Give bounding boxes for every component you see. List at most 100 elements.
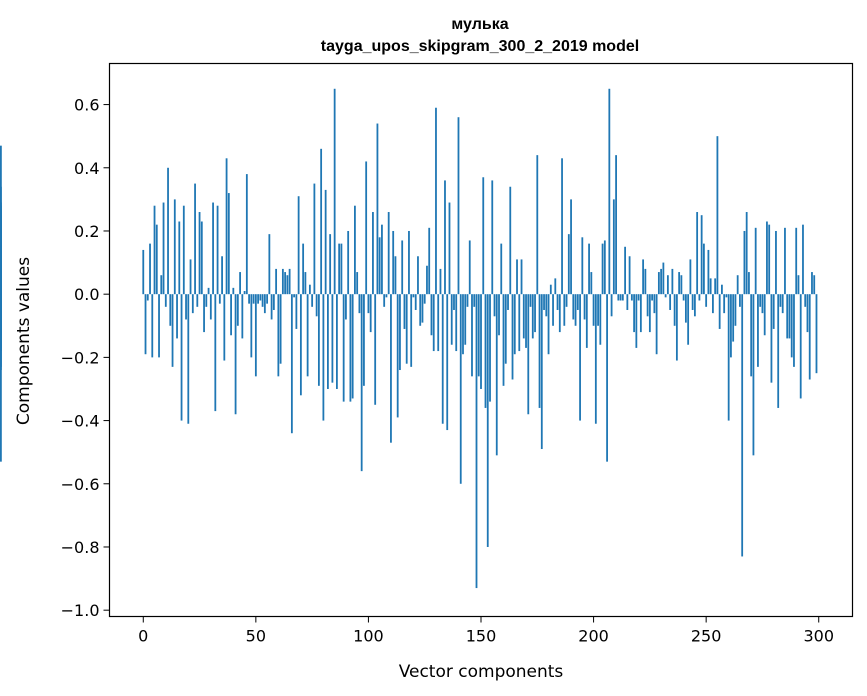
bar-12: [169, 294, 172, 326]
x-axis: 0 50 100 150 200 250 300: [138, 616, 834, 646]
x-axis-label: Vector components: [399, 662, 564, 682]
bar-215: [626, 294, 629, 310]
bar-32: [214, 294, 217, 412]
bar-240: [682, 294, 685, 301]
bar-152: [484, 294, 487, 408]
bar-55: [266, 294, 269, 304]
bar-278: [768, 224, 771, 295]
bar-287: [788, 294, 791, 339]
bar-155: [491, 180, 494, 295]
bar-148: [475, 294, 478, 589]
bar-188: [565, 294, 568, 307]
bar-85: [333, 88, 336, 295]
bar-281: [775, 230, 777, 295]
bar-82: [327, 294, 329, 389]
bar-277: [766, 221, 768, 295]
bar-49: [252, 294, 255, 304]
bar-270: [750, 294, 753, 377]
y-axis-label: Components values: [14, 257, 34, 425]
bar-40: [232, 287, 235, 295]
bar-30: [209, 294, 212, 320]
bar-243: [689, 259, 692, 295]
bar-245: [693, 294, 696, 317]
bar-178: [543, 294, 545, 310]
bar-267: [743, 230, 746, 295]
bar-47: [248, 294, 250, 304]
bar-106: [381, 224, 383, 295]
bar-203: [599, 294, 602, 345]
bar-154: [489, 294, 491, 402]
bar-253: [712, 294, 714, 314]
bar-105: [378, 237, 381, 295]
bar-2: [146, 294, 149, 301]
bar-110: [390, 294, 392, 443]
bar-170: [525, 294, 527, 348]
bar-273: [757, 294, 759, 367]
bar-43: [239, 272, 241, 295]
bar-180: [547, 294, 550, 355]
bar-126: [426, 265, 428, 295]
bar-41: [234, 294, 237, 415]
bar-72: [304, 272, 307, 295]
bar-81: [324, 189, 327, 295]
bar-194: [579, 294, 581, 421]
bar-87: [338, 243, 341, 295]
bar-272: [754, 227, 757, 295]
y-tick-label: 0.2: [74, 222, 99, 241]
bar-86: [336, 294, 338, 389]
bar-167: [518, 294, 521, 352]
bar-168: [520, 259, 523, 295]
bar-57: [270, 294, 273, 320]
bar-264: [736, 275, 739, 295]
bar-144: [466, 294, 469, 307]
bar-282: [777, 294, 780, 408]
bar-217: [630, 294, 633, 301]
bar-162: [507, 294, 509, 310]
bar-220: [637, 294, 640, 301]
y-tick-label: 0.6: [74, 96, 99, 115]
bar-238: [678, 272, 681, 295]
bar-74: [308, 284, 311, 295]
bar-157: [495, 294, 498, 456]
bar-153: [486, 294, 489, 547]
bar-4: [151, 294, 154, 358]
chart-subtitle: tayga_upos_skipgram_300_2_2019 model: [321, 38, 639, 55]
bar-173: [531, 294, 534, 339]
x-tick-label: 50: [246, 627, 266, 646]
bar-161: [504, 294, 507, 364]
bar-109: [387, 212, 390, 295]
bar-230: [660, 268, 663, 295]
bar-236: [673, 294, 676, 326]
bar-271: [752, 294, 755, 456]
bar-114: [399, 294, 401, 371]
bar-160: [502, 294, 505, 386]
x-tick-label: 150: [466, 627, 497, 646]
x-tick-label: 100: [353, 627, 384, 646]
bar-254: [714, 278, 717, 295]
bar-213: [621, 294, 624, 301]
bar-undefined: [0, 294, 2, 462]
bar-71: [302, 243, 305, 295]
bar-104: [376, 123, 379, 295]
bar-113: [396, 294, 399, 418]
bar-88: [340, 243, 343, 295]
bar-149: [477, 294, 480, 377]
bar-247: [698, 294, 701, 301]
bar-115: [401, 240, 404, 295]
y-tick-label: −1.0: [61, 601, 100, 620]
bar-117: [405, 294, 408, 364]
bar-280: [772, 294, 775, 329]
bar-283: [779, 294, 782, 307]
bar-14: [173, 199, 176, 295]
bar-206: [606, 294, 608, 462]
bar-22: [191, 294, 194, 314]
bar-37: [225, 158, 228, 295]
bar-257: [721, 284, 723, 295]
bar-123: [419, 294, 422, 326]
bar-205: [603, 240, 606, 295]
bar-210: [615, 155, 617, 295]
bar-120: [412, 294, 415, 298]
bar-165: [513, 294, 516, 355]
bar-101: [369, 294, 372, 333]
bar-44: [241, 294, 244, 339]
